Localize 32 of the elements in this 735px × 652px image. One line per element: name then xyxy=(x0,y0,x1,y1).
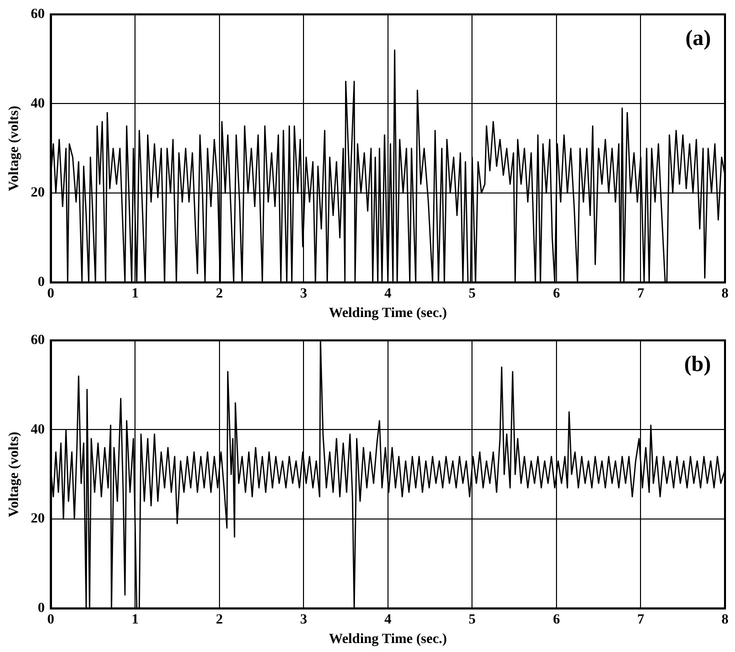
x-tick-label: 4 xyxy=(384,612,392,628)
y-tick-label: 60 xyxy=(30,333,45,348)
x-tick-label: 5 xyxy=(468,612,476,628)
x-tick-label: 6 xyxy=(552,612,560,628)
x-tick-label: 2 xyxy=(216,286,223,302)
y-tick-label: 40 xyxy=(30,96,45,112)
annotation: (b) xyxy=(684,351,711,376)
x-tick-label: 7 xyxy=(637,286,644,302)
y-tick-label: 60 xyxy=(30,7,45,22)
y-tick-label: 20 xyxy=(30,186,45,201)
y-tick-label: 20 xyxy=(30,512,45,527)
x-tick-label: 2 xyxy=(216,612,223,628)
x-tick-label: 0 xyxy=(47,286,54,302)
x-tick-label: 1 xyxy=(132,612,139,628)
y-axis-title: Voltage (volts) xyxy=(7,431,22,518)
x-tick-label: 7 xyxy=(637,612,644,628)
x-tick-label: 1 xyxy=(132,286,139,302)
y-tick-label: 0 xyxy=(38,601,45,616)
x-axis-title: Welding Time (sec.) xyxy=(328,632,448,648)
x-tick-label: 8 xyxy=(722,612,728,628)
y-tick-label: 40 xyxy=(30,422,45,438)
x-tick-label: 8 xyxy=(722,286,728,302)
x-tick-label: 6 xyxy=(552,286,560,302)
x-axis-title: Welding Time (sec.) xyxy=(328,306,448,322)
x-tick-label: 5 xyxy=(468,286,476,302)
x-tick-label: 0 xyxy=(47,612,54,628)
x-tick-label: 3 xyxy=(300,286,308,302)
y-tick-label: 0 xyxy=(38,275,45,290)
x-tick-label: 4 xyxy=(384,286,392,302)
y-axis-title: Voltage (volts) xyxy=(7,105,22,192)
x-tick-label: 3 xyxy=(300,612,308,628)
annotation: (a) xyxy=(685,25,711,50)
